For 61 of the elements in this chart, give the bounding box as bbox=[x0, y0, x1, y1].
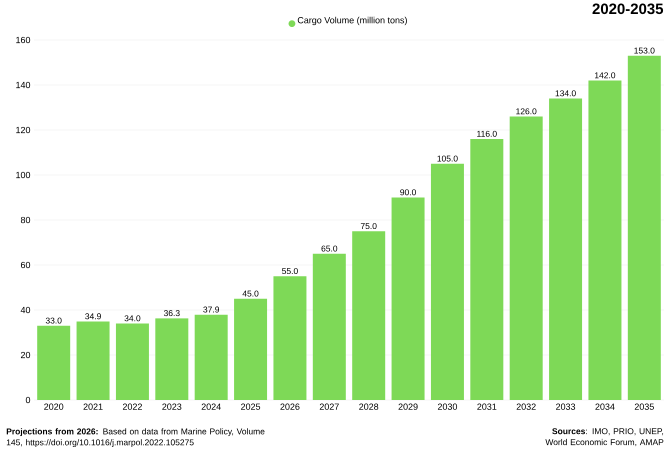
x-tick-label: 2023 bbox=[162, 404, 182, 410]
text: Projections from 2026: Based on data from Marine Policy, Volume 145, https://doi.org/10.1016/j.marpol.2022.105275 bbox=[6, 428, 264, 448]
bar bbox=[392, 197, 425, 400]
bar bbox=[76, 321, 110, 400]
x-tick-label: 2020 bbox=[44, 404, 64, 410]
y-tick-label: 0 bbox=[26, 396, 30, 404]
x-tick-label: 2029 bbox=[398, 404, 418, 410]
x-tick-label: 2027 bbox=[320, 404, 339, 410]
text: 33.0 bbox=[46, 318, 62, 324]
y-tick-label: 80 bbox=[20, 216, 30, 224]
bar bbox=[352, 231, 386, 400]
x-tick-label: 2028 bbox=[359, 404, 378, 410]
x-tick-label: 2031 bbox=[477, 404, 496, 410]
legend-label: Cargo Volume (million tons) bbox=[298, 16, 407, 26]
y-tick-label: 40 bbox=[20, 306, 30, 314]
bar bbox=[549, 98, 582, 400]
y-tick-label: 160 bbox=[16, 36, 30, 44]
bar bbox=[155, 318, 188, 400]
text: 36.3 bbox=[164, 310, 180, 316]
text: 65.0 bbox=[322, 246, 338, 252]
x-tick-label: 2025 bbox=[241, 404, 260, 410]
text: 126.0 bbox=[516, 108, 536, 114]
bar bbox=[37, 326, 70, 400]
x-tick-label: 2035 bbox=[634, 404, 654, 410]
bar bbox=[312, 254, 346, 400]
x-tick-label: 2021 bbox=[84, 404, 103, 410]
text: 116.0 bbox=[477, 130, 497, 137]
x-tick-label: 2030 bbox=[438, 404, 458, 410]
text: 34.9 bbox=[85, 313, 101, 320]
bar bbox=[194, 314, 228, 400]
x-tick-label: 2034 bbox=[595, 404, 615, 410]
text: 134.0 bbox=[556, 90, 576, 96]
bar bbox=[470, 138, 504, 400]
bar bbox=[588, 80, 622, 400]
bar bbox=[273, 276, 306, 400]
x-tick-label: 2024 bbox=[202, 404, 221, 410]
text: 34.0 bbox=[124, 315, 140, 322]
y-tick-label: 20 bbox=[20, 352, 30, 358]
y-tick-label: 60 bbox=[20, 262, 30, 268]
y-tick-label: 100 bbox=[16, 172, 30, 178]
text: 45.0 bbox=[242, 290, 258, 297]
bar bbox=[510, 116, 543, 400]
y-tick-label: 140 bbox=[16, 82, 30, 88]
text: 105.0 bbox=[437, 156, 458, 162]
text: 153.0 bbox=[634, 48, 655, 54]
y-tick-label: 120 bbox=[16, 126, 30, 134]
bar bbox=[116, 324, 149, 400]
x-tick-label: 2022 bbox=[122, 404, 142, 410]
bar bbox=[628, 56, 661, 400]
chart-title: 2020-2035 bbox=[592, 4, 664, 14]
text: 37.9 bbox=[203, 306, 220, 313]
x-tick-label: 2033 bbox=[556, 404, 576, 410]
x-tick-label: 2032 bbox=[516, 404, 536, 410]
text: 142.0 bbox=[594, 72, 616, 78]
text: 90.0 bbox=[400, 189, 416, 196]
text: 75.0 bbox=[360, 223, 377, 230]
text: Sources: IMO, PRIO, UNEP, World Economic Forum, AMAP bbox=[545, 428, 664, 446]
bar bbox=[430, 164, 464, 400]
bar bbox=[234, 298, 268, 400]
text: 55.0 bbox=[282, 268, 298, 274]
x-tick-label: 2026 bbox=[280, 404, 300, 410]
